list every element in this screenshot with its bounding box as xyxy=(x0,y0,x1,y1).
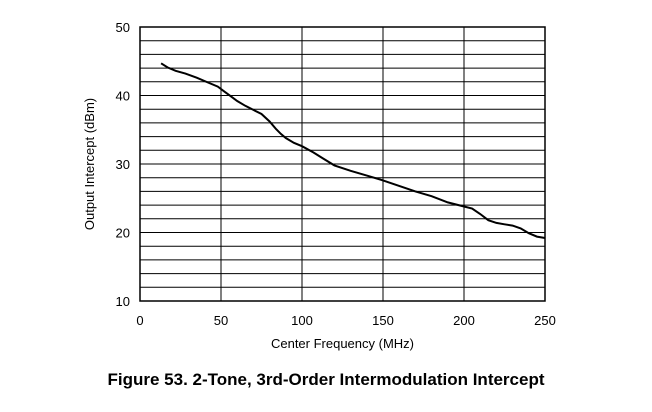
x-tick-label: 250 xyxy=(534,313,556,328)
series-line xyxy=(160,62,546,239)
x-tick-label: 50 xyxy=(214,313,228,328)
chart-grid xyxy=(140,27,545,301)
y-tick-label: 30 xyxy=(116,157,130,172)
x-tick-label: 200 xyxy=(453,313,475,328)
chart: 0 50 100 150 200 250 10 20 30 40 50 Center Freque… xyxy=(82,20,556,351)
x-tick-label: 150 xyxy=(372,313,394,328)
y-axis-ticks: 10 20 30 40 50 xyxy=(116,20,130,309)
y-axis-title: Output Intercept (dBm) xyxy=(82,98,97,230)
y-tick-label: 20 xyxy=(116,226,130,241)
plot-area-frame xyxy=(139,26,546,302)
x-tick-label: 0 xyxy=(136,313,143,328)
y-tick-label: 40 xyxy=(116,89,130,104)
figure-caption: Figure 53. 2-Tone, 3rd-Order Intermodula… xyxy=(107,370,545,389)
y-tick-label: 50 xyxy=(116,20,130,35)
x-axis-title: Center Frequency (MHz) xyxy=(271,336,414,351)
x-axis-ticks: 0 50 100 150 200 250 xyxy=(136,313,555,328)
x-tick-label: 100 xyxy=(291,313,313,328)
y-tick-label: 10 xyxy=(116,294,130,309)
